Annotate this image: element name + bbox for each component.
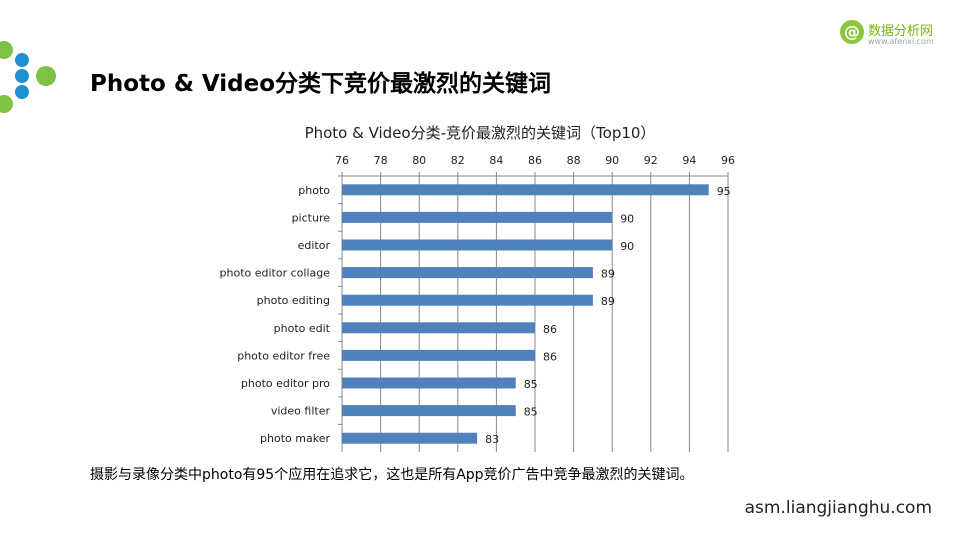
x-tick-label: 90 (605, 154, 619, 167)
x-tick-label: 82 (451, 154, 465, 167)
brand-url: www.afenxi.com (868, 37, 934, 46)
data-label: 90 (620, 240, 634, 253)
data-label: 86 (543, 323, 557, 336)
logo-dot-green-bottom (0, 95, 13, 113)
data-label: 85 (524, 406, 538, 419)
bar (342, 294, 593, 306)
category-label: video filter (271, 405, 331, 418)
logo-dot-green-top (0, 41, 13, 59)
x-tick-label: 76 (335, 154, 349, 167)
data-label: 90 (620, 212, 634, 225)
data-label: 85 (524, 378, 538, 391)
category-label: photo editor collage (220, 267, 331, 280)
data-label: 86 (543, 350, 557, 363)
bar (342, 432, 478, 444)
x-tick-label: 96 (721, 154, 735, 167)
bar (342, 405, 516, 417)
bar (342, 239, 613, 251)
data-label: 89 (601, 268, 615, 281)
bar (342, 267, 593, 279)
x-tick-label: 84 (489, 154, 503, 167)
bar (342, 322, 535, 334)
brand-at-icon: @ (840, 20, 864, 44)
data-label: 89 (601, 295, 615, 308)
bar (342, 211, 613, 223)
category-label: photo editor free (237, 349, 330, 362)
bar (342, 184, 709, 196)
data-label: 83 (485, 433, 499, 446)
bar (342, 349, 535, 361)
category-label: photo edit (274, 322, 331, 335)
data-label: 95 (717, 185, 731, 198)
logo-dot-blue-3 (15, 85, 29, 99)
bar (342, 377, 516, 389)
x-tick-label: 80 (412, 154, 426, 167)
x-tick-label: 94 (682, 154, 696, 167)
brand-watermark: @ 数据分析网 www.afenxi.com (840, 20, 950, 50)
category-label: photo editor pro (241, 377, 330, 390)
chart-title: Photo & Video分类-竞价最激烈的关键词（Top10） (304, 124, 656, 142)
x-tick-label: 92 (644, 154, 658, 167)
page-title: Photo & Video分类下竞价最激烈的关键词 (90, 71, 552, 97)
site-url: asm.liangjianghu.com (744, 498, 932, 518)
logo-dot-blue-1 (15, 53, 29, 67)
category-label: editor (298, 239, 331, 252)
category-label: photo (298, 184, 330, 197)
x-tick-label: 78 (374, 154, 388, 167)
x-tick-label: 88 (567, 154, 581, 167)
brand-name: 数据分析网 (868, 24, 934, 39)
logo-dot-blue-2 (15, 69, 29, 83)
logo-dot-green-right (36, 66, 56, 86)
category-label: picture (292, 211, 331, 224)
brand-logo (0, 41, 56, 113)
caption-text: 摄影与录像分类中photo有95个应用在追求它，这也是所有App竞价广告中竞争最… (90, 467, 694, 483)
category-label: photo maker (260, 432, 330, 445)
x-tick-label: 86 (528, 154, 542, 167)
category-label: photo editing (257, 294, 330, 307)
